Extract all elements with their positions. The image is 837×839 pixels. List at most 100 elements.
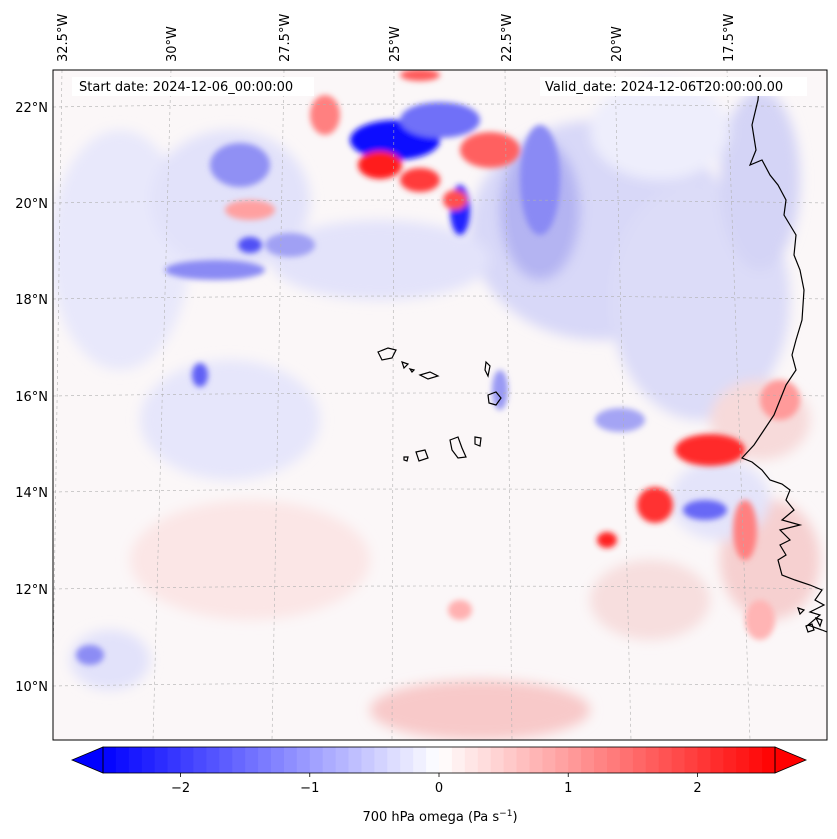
colorbar-cell	[710, 747, 724, 773]
colorbar-cell	[542, 747, 556, 773]
colorbar-cell	[361, 747, 375, 773]
lon-label-6: 17.5°W	[722, 14, 737, 62]
island-santiago	[449, 436, 467, 459]
colorbar-cell	[671, 747, 686, 773]
island-sao-vicente	[401, 361, 410, 370]
lat-label-4: 14°N	[15, 486, 48, 501]
meridian-20w	[614, 70, 632, 740]
colorbar-cell	[271, 747, 285, 773]
colorbar-cell	[529, 747, 543, 773]
lon-label-0: 32.5°W	[56, 14, 71, 62]
colorbar-label-close: )	[512, 810, 517, 825]
colorbar-cell	[619, 747, 634, 773]
longitude-labels: 32.5°W 30°W 27.5°W 25°W 22.5°W 20°W 17.5…	[56, 14, 737, 62]
lat-label-5: 12°N	[15, 583, 48, 598]
colorbar-cell	[258, 747, 272, 773]
colorbar-cell	[180, 747, 195, 773]
colorbar-cell	[374, 747, 388, 773]
lat-label-3: 16°N	[15, 390, 48, 405]
colorbar-cell	[348, 747, 363, 773]
lon-label-3: 25°W	[388, 26, 403, 62]
island-brava	[403, 456, 409, 462]
latitude-labels: 22°N 20°N 18°N 16°N 14°N 12°N 10°N	[15, 101, 48, 695]
colorbar-cell	[426, 747, 440, 773]
colorbar-cell	[115, 747, 130, 773]
meridian-32-5w	[53, 70, 63, 694]
parallel-22n	[53, 103, 827, 108]
colorbar-cell	[283, 747, 298, 773]
start-date-label: Start date: 2024-12-06_00:00:00	[79, 80, 293, 95]
bijagos-islands	[797, 607, 823, 633]
graticule	[53, 70, 827, 740]
colorbar-cell	[103, 747, 117, 773]
colorbar-tick-label: 2	[693, 781, 701, 796]
colorbar-label-sup: −1	[499, 809, 512, 819]
colorbar-tick-label: 0	[435, 781, 443, 796]
colorbar: −2 −1 0 1 2 700 hPa omega (Pa s−1)	[70, 746, 808, 825]
colorbar-cell	[439, 747, 453, 773]
colorbar-cell	[167, 747, 182, 773]
meridian-22-5w	[504, 70, 513, 740]
colorbar-cell	[451, 747, 466, 773]
colorbar-cell	[387, 747, 401, 773]
colorbar-cell	[594, 747, 608, 773]
colorbar-cell	[555, 747, 569, 773]
colorbar-cell	[645, 747, 660, 773]
colorbar-cell	[723, 747, 737, 773]
valid-date-label: Valid_date: 2024-12-06T20:00:00.00	[545, 80, 783, 95]
colorbar-cell	[206, 747, 220, 773]
island-fogo	[415, 449, 429, 462]
island-sal	[484, 360, 491, 378]
colorbar-extend-max	[774, 746, 808, 774]
colorbar-tick-label: −1	[300, 781, 319, 796]
island-sao-nicolau	[418, 371, 440, 380]
parallel-18n	[53, 295, 827, 300]
colorbar-cell	[581, 747, 595, 773]
colorbar-cell	[141, 747, 156, 773]
colorbar-cell	[477, 747, 492, 773]
island-boa-vista	[487, 391, 502, 406]
colorbar-ticks: −2 −1 0 1 2	[171, 773, 702, 796]
valid-date-box	[540, 77, 807, 96]
lat-label-1: 20°N	[15, 197, 48, 212]
africa-coastline	[740, 74, 827, 633]
colorbar-label: 700 hPa omega (Pa s−1)	[362, 809, 517, 825]
island-santo-antao	[377, 347, 397, 361]
parallel-16n	[53, 392, 827, 397]
colorbar-tick-label: 1	[564, 781, 572, 796]
colorbar-cell	[762, 747, 776, 773]
colorbar-cell	[154, 747, 169, 773]
colorbar-cell	[245, 747, 259, 773]
meridian-25w	[391, 70, 395, 740]
lat-label-0: 22°N	[15, 101, 48, 116]
colorbar-cell	[632, 747, 647, 773]
colorbar-cell	[413, 747, 427, 773]
parallel-20n	[53, 199, 827, 204]
colorbar-cell	[658, 747, 673, 773]
colorbar-cell	[490, 747, 505, 773]
colorbar-cells	[103, 747, 776, 773]
colorbar-cell	[128, 747, 143, 773]
colorbar-cell	[400, 747, 414, 773]
colorbar-cell	[309, 747, 324, 773]
colorbar-cell	[697, 747, 711, 773]
colorbar-cell	[219, 747, 233, 773]
island-maio	[474, 436, 482, 447]
parallel-14n	[53, 488, 827, 493]
colorbar-tick-label: −2	[171, 781, 190, 796]
omega-field	[53, 70, 820, 740]
lat-label-2: 18°N	[15, 293, 48, 308]
colorbar-cell	[503, 747, 518, 773]
start-date-box	[72, 77, 314, 96]
colorbar-cell	[296, 747, 311, 773]
meridian-27-5w	[271, 70, 285, 740]
meridian-30w	[152, 70, 172, 740]
lon-label-4: 22.5°W	[500, 14, 515, 62]
colorbar-label-main: 700 hPa omega (Pa s	[362, 810, 499, 825]
colorbar-cell	[607, 747, 621, 773]
colorbar-cell	[193, 747, 207, 773]
meridian-17-5w	[726, 70, 751, 740]
colorbar-cell	[516, 747, 531, 773]
colorbar-cell	[232, 747, 246, 773]
